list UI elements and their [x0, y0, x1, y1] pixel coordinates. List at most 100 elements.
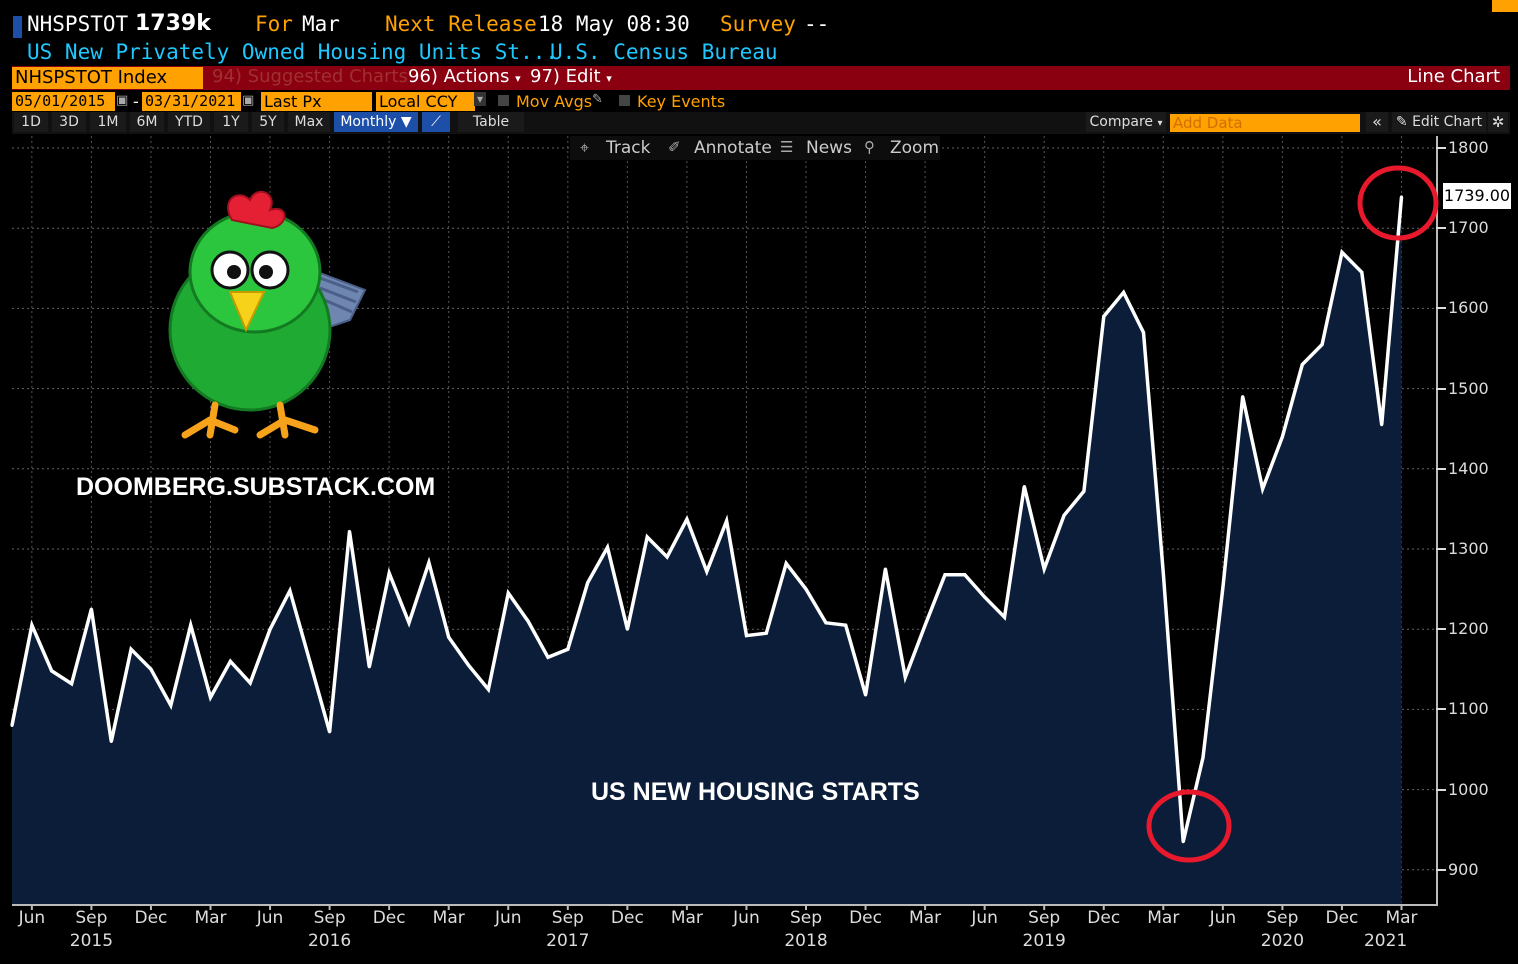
- edit-menu[interactable]: 97) Edit ▾: [530, 66, 612, 87]
- data-point: [1340, 250, 1344, 254]
- data-point: [1261, 487, 1265, 491]
- calendar-icon[interactable]: ▣: [116, 93, 129, 108]
- gear-icon[interactable]: ✲: [1488, 112, 1508, 132]
- key-events-checkbox[interactable]: [619, 95, 630, 106]
- data-point: [665, 555, 669, 559]
- x-tick-mark: [566, 904, 569, 910]
- x-tick-mark: [269, 904, 272, 910]
- series-points: [10, 195, 1403, 844]
- y-tick-label: 1000: [1448, 779, 1489, 799]
- suggested-charts-button[interactable]: 94) Suggested Charts: [212, 66, 408, 87]
- data-point: [1400, 195, 1403, 199]
- data-point: [228, 659, 232, 663]
- crosshair-icon[interactable]: ⌖: [580, 138, 590, 157]
- x-tick-label: Mar: [909, 908, 942, 928]
- range-ytd[interactable]: YTD: [168, 112, 210, 132]
- x-axis-line: [12, 904, 1438, 906]
- x-tick-label: Jun: [733, 908, 760, 928]
- data-point: [606, 545, 609, 549]
- collapse-icon[interactable]: «: [1366, 112, 1388, 132]
- table-button[interactable]: Table: [458, 112, 524, 132]
- x-year-label: 2018: [784, 931, 828, 951]
- data-point: [1221, 585, 1225, 589]
- chevron-down-icon: ▾: [515, 72, 521, 85]
- data-point: [764, 631, 768, 635]
- command-bar: NHSPSTOT Index 94) Suggested Charts 96) …: [12, 66, 1510, 90]
- data-point: [10, 723, 14, 727]
- data-point: [546, 655, 550, 659]
- y-tick-label: 1200: [1448, 619, 1489, 639]
- range-1d[interactable]: 1D: [14, 112, 48, 132]
- x-tick-label: Sep: [313, 908, 346, 928]
- pencil-icon[interactable]: ✎: [592, 92, 603, 107]
- data-point: [50, 669, 54, 673]
- y-tick-mark: [1436, 147, 1446, 149]
- data-point: [447, 635, 451, 639]
- end-date-field[interactable]: 03/31/2021: [142, 92, 241, 111]
- x-tick-mark: [1102, 904, 1105, 910]
- line-chart-icon[interactable]: ⟋: [422, 112, 450, 132]
- chevron-down-icon: ▼: [400, 114, 412, 130]
- start-date-field[interactable]: 05/01/2015: [12, 92, 115, 111]
- x-tick-mark: [328, 904, 331, 910]
- compare-dropdown[interactable]: Compare ▾: [1086, 112, 1166, 132]
- y-tick-mark: [1436, 307, 1446, 310]
- range-3d[interactable]: 3D: [52, 112, 86, 132]
- add-data-input[interactable]: Add Data: [1170, 114, 1360, 132]
- x-tick-mark: [864, 904, 867, 910]
- corner-tab: [1492, 0, 1518, 12]
- x-tick-label: Dec: [372, 908, 406, 928]
- annotate-button[interactable]: Annotate: [694, 138, 772, 158]
- last-value: 1739k: [135, 11, 211, 36]
- y-tick-label: 1300: [1448, 539, 1489, 558]
- x-tick-mark: [1221, 904, 1224, 910]
- calendar-icon[interactable]: ▣: [242, 93, 255, 108]
- range-5y[interactable]: 5Y: [252, 112, 284, 132]
- data-point: [506, 591, 510, 595]
- chevron-down-icon[interactable]: ▾: [474, 92, 487, 106]
- news-button[interactable]: News: [806, 138, 852, 158]
- x-tick-label: Dec: [610, 908, 644, 928]
- data-point: [625, 627, 629, 631]
- data-point: [387, 571, 391, 575]
- news-icon[interactable]: ☰: [780, 138, 794, 156]
- compare-label: Compare: [1089, 114, 1154, 130]
- highlight-circle-high: [1357, 165, 1439, 241]
- x-year-label: 2015: [69, 931, 114, 951]
- range-6m[interactable]: 6M: [130, 112, 164, 132]
- y-tick-mark: [1436, 467, 1446, 470]
- data-point: [328, 730, 332, 734]
- x-year-label: 2019: [1022, 931, 1066, 951]
- x-tick-mark: [805, 904, 807, 910]
- chevron-down-icon: ▾: [1157, 118, 1163, 129]
- data-point: [744, 634, 748, 638]
- range-1m[interactable]: 1M: [90, 112, 126, 132]
- data-point: [1102, 314, 1106, 318]
- periodicity-dropdown[interactable]: Monthly ▼: [334, 112, 418, 132]
- data-point: [109, 739, 113, 743]
- x-tick-mark: [1043, 904, 1046, 910]
- edit-chart-button[interactable]: ✎ Edit Chart: [1392, 112, 1486, 132]
- data-point: [645, 535, 649, 539]
- zoom-icon[interactable]: ⚲: [864, 138, 875, 156]
- data-point: [526, 619, 530, 623]
- data-point: [864, 693, 868, 697]
- actions-menu[interactable]: 96) Actions ▾: [408, 66, 521, 87]
- chicken-logo: [168, 190, 367, 439]
- mov-avgs-checkbox[interactable]: [498, 95, 509, 106]
- data-point: [1161, 571, 1165, 575]
- track-button[interactable]: Track: [606, 138, 651, 158]
- x-tick-mark: [1400, 904, 1403, 910]
- zoom-button[interactable]: Zoom: [890, 138, 940, 158]
- range-1y[interactable]: 1Y: [214, 112, 248, 132]
- data-point: [1082, 489, 1086, 493]
- y-tick-mark: [1436, 628, 1446, 631]
- currency-selector[interactable]: Local CCY: [376, 92, 475, 111]
- data-point: [1003, 615, 1006, 619]
- data-point: [705, 569, 709, 573]
- range-max[interactable]: Max: [288, 112, 330, 132]
- security-field[interactable]: NHSPSTOT Index: [12, 67, 203, 89]
- x-tick-label: Jun: [494, 908, 522, 928]
- field-selector[interactable]: Last Px: [261, 92, 372, 111]
- annotate-icon[interactable]: ✐: [668, 138, 681, 156]
